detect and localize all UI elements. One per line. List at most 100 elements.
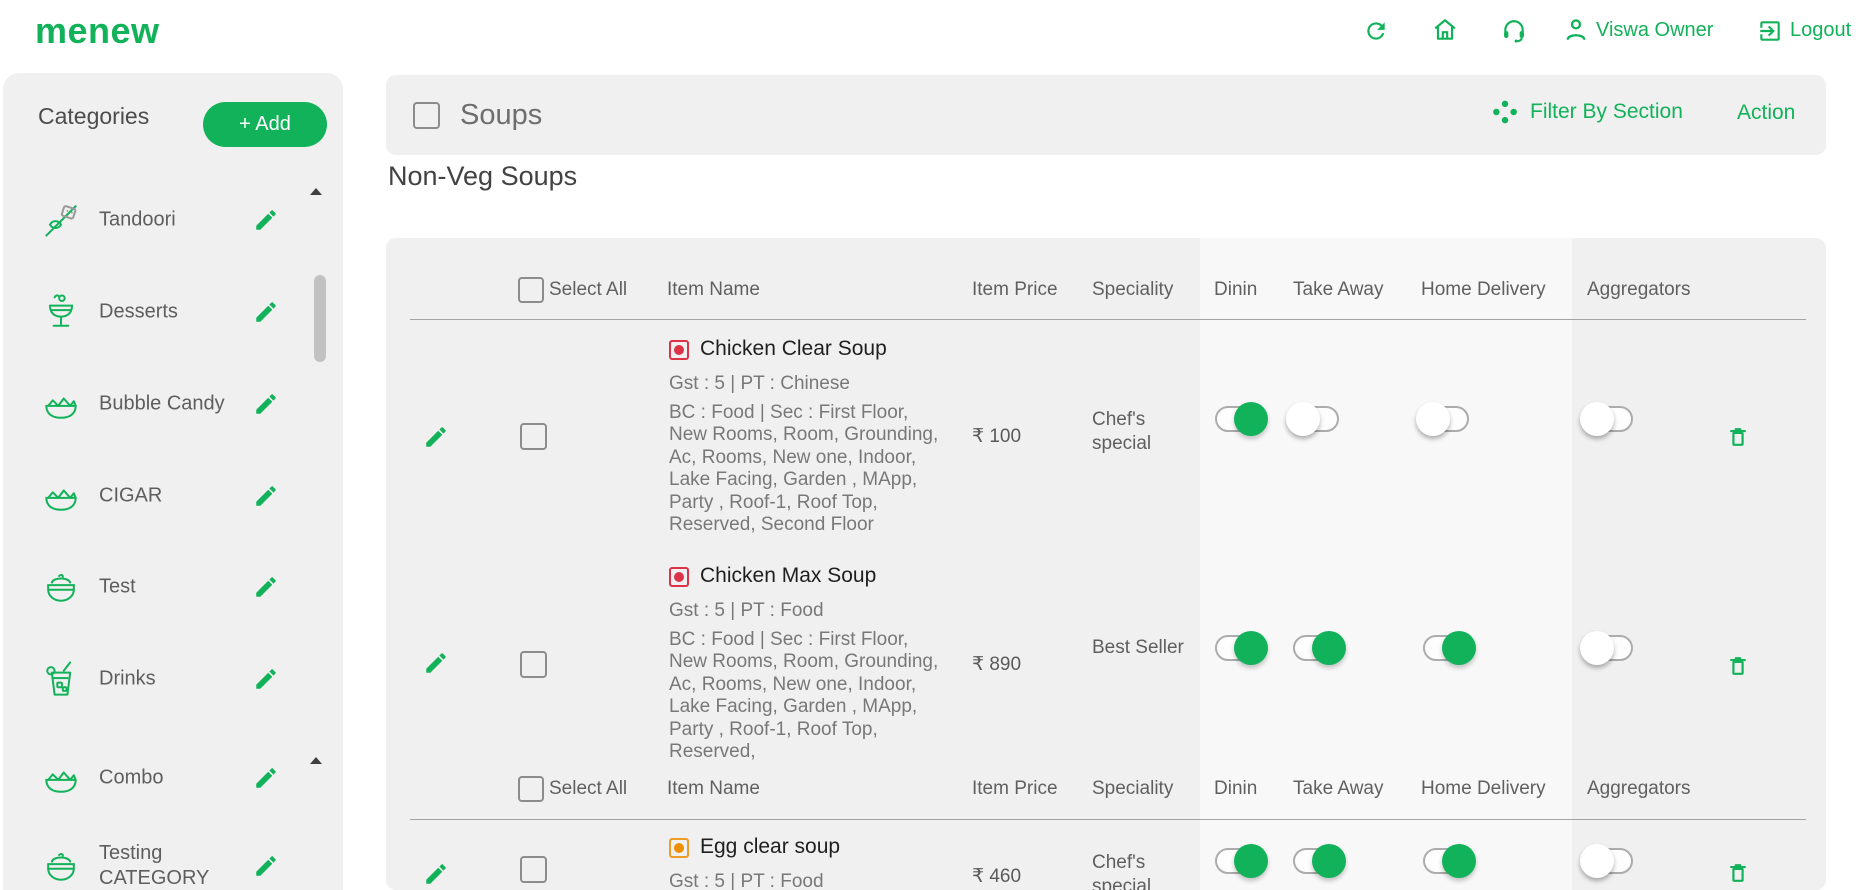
user-name[interactable]: Viswa Owner — [1596, 19, 1714, 41]
salad-bowl-icon — [39, 474, 83, 518]
sidebar-item-tandoori[interactable]: Tandoori — [3, 174, 343, 266]
sidebar-item-bubble-candy[interactable]: Bubble Candy — [3, 358, 343, 450]
row-checkbox[interactable] — [520, 856, 547, 883]
edit-item-icon[interactable] — [423, 650, 449, 676]
edit-item-icon[interactable] — [423, 424, 449, 450]
item-price: ₹ 890 — [972, 654, 1022, 675]
aggregators-toggle[interactable] — [1580, 844, 1633, 878]
sidebar-item-label: CIGAR — [99, 484, 163, 507]
sidebar-item-combo[interactable]: Combo — [3, 732, 343, 824]
dinin-toggle[interactable] — [1215, 844, 1268, 878]
edit-category-icon[interactable] — [253, 299, 279, 325]
edit-category-icon[interactable] — [253, 207, 279, 233]
salad-bowl-icon — [39, 756, 83, 800]
sidebar-item-testing-category[interactable]: Testing CATEGORY — [3, 820, 343, 890]
sidebar-item-label: Testing CATEGORY — [99, 842, 210, 889]
home-delivery-toggle[interactable] — [1423, 844, 1476, 878]
group-title: Non-Veg Soups — [388, 161, 578, 191]
col-take-away: Take Away — [1293, 279, 1384, 300]
col-take-away: Take Away — [1293, 778, 1384, 799]
add-category-button[interactable]: + Add — [203, 102, 327, 147]
nonveg-mark-icon — [669, 567, 689, 587]
take-away-toggle[interactable] — [1293, 631, 1346, 665]
toggle-knob — [1580, 402, 1614, 436]
col-speciality: Speciality — [1092, 279, 1174, 300]
dinin-toggle[interactable] — [1215, 631, 1268, 665]
sidebar-item-drinks[interactable]: Drinks — [3, 633, 343, 725]
col-dinin: Dinin — [1214, 778, 1258, 799]
dinin-toggle[interactable] — [1215, 402, 1268, 436]
toggle-knob — [1580, 631, 1614, 665]
select-all-checkbox[interactable] — [518, 776, 544, 802]
toggle-knob — [1442, 631, 1476, 665]
aggregators-toggle[interactable] — [1580, 402, 1633, 436]
top-bar: menew Viswa Owner Logout — [0, 0, 1872, 62]
drink-icon — [39, 657, 83, 701]
skewer-icon — [39, 198, 83, 242]
col-item-name: Item Name — [667, 778, 760, 799]
toggle-knob — [1312, 631, 1346, 665]
sidebar-item-label: Combo — [99, 766, 164, 789]
sidebar-title: Categories — [38, 103, 150, 129]
channel-columns-highlight — [1200, 238, 1572, 890]
refresh-icon[interactable] — [1363, 18, 1389, 44]
col-aggregators: Aggregators — [1587, 279, 1691, 300]
item-meta: Gst : 5 | PT : Chinese — [669, 373, 850, 394]
sidebar-item-test[interactable]: Test — [3, 541, 343, 633]
person-icon — [1562, 16, 1590, 44]
select-all-checkbox[interactable] — [518, 277, 544, 303]
edit-category-icon[interactable] — [253, 765, 279, 791]
section-title: Soups — [460, 99, 543, 131]
section-header-bar: Soups Filter By Section Action — [386, 75, 1826, 155]
sidebar-item-label: Desserts — [99, 300, 178, 323]
col-speciality: Speciality — [1092, 778, 1174, 799]
edit-item-icon[interactable] — [423, 861, 449, 887]
edit-category-icon[interactable] — [253, 853, 279, 879]
pot-icon — [39, 565, 83, 609]
edit-category-icon[interactable] — [253, 483, 279, 509]
take-away-toggle[interactable] — [1293, 844, 1346, 878]
delete-item-icon[interactable] — [1727, 860, 1749, 886]
logout-icon[interactable] — [1757, 18, 1783, 44]
sidebar-item-label: Tandoori — [99, 208, 176, 231]
delete-item-icon[interactable] — [1727, 424, 1749, 450]
toggle-knob — [1234, 402, 1268, 436]
col-dinin: Dinin — [1214, 279, 1258, 300]
delete-item-icon[interactable] — [1727, 653, 1749, 679]
sidebar-scrollbar[interactable] — [314, 275, 326, 362]
col-home-delivery: Home Delivery — [1421, 778, 1546, 799]
col-item-price: Item Price — [972, 279, 1058, 300]
edit-category-icon[interactable] — [253, 574, 279, 600]
section-select-checkbox[interactable] — [413, 102, 440, 129]
take-away-toggle[interactable] — [1286, 402, 1339, 436]
support-headset-icon[interactable] — [1501, 18, 1527, 44]
sidebar-item-desserts[interactable]: Desserts — [3, 266, 343, 358]
aggregators-toggle[interactable] — [1580, 631, 1633, 665]
action-button[interactable]: Action — [1737, 101, 1796, 124]
row-checkbox[interactable] — [520, 651, 547, 678]
item-name: Chicken Clear Soup — [700, 337, 887, 360]
categories-sidebar: Categories + Add Tandoori Desserts Bubbl… — [3, 73, 343, 890]
filter-label: Filter By Section — [1530, 100, 1683, 123]
home-delivery-toggle[interactable] — [1423, 631, 1476, 665]
col-home-delivery: Home Delivery — [1421, 279, 1546, 300]
sidebar-item-cigar[interactable]: CIGAR — [3, 450, 343, 542]
item-details: BC : Food | Sec : First Floor, New Rooms… — [669, 629, 939, 763]
col-select-all: Select All — [549, 279, 628, 300]
item-details: BC : Food | Sec : First Floor, New Rooms… — [669, 402, 939, 536]
home-icon[interactable] — [1432, 17, 1458, 43]
item-price: ₹ 460 — [972, 866, 1022, 887]
col-aggregators: Aggregators — [1587, 778, 1691, 799]
scroll-down-icon[interactable] — [310, 757, 322, 764]
row-checkbox[interactable] — [520, 423, 547, 450]
brand-logo: menew — [35, 10, 160, 51]
edit-category-icon[interactable] — [253, 391, 279, 417]
item-speciality: Chef's special — [1092, 852, 1152, 890]
col-item-price: Item Price — [972, 778, 1058, 799]
logout-button[interactable]: Logout — [1790, 19, 1852, 41]
scroll-up-icon[interactable] — [310, 188, 322, 195]
home-delivery-toggle[interactable] — [1416, 402, 1469, 436]
edit-category-icon[interactable] — [253, 666, 279, 692]
filter-by-section-button[interactable]: Filter By Section — [1492, 99, 1683, 125]
toggle-knob — [1312, 844, 1346, 878]
